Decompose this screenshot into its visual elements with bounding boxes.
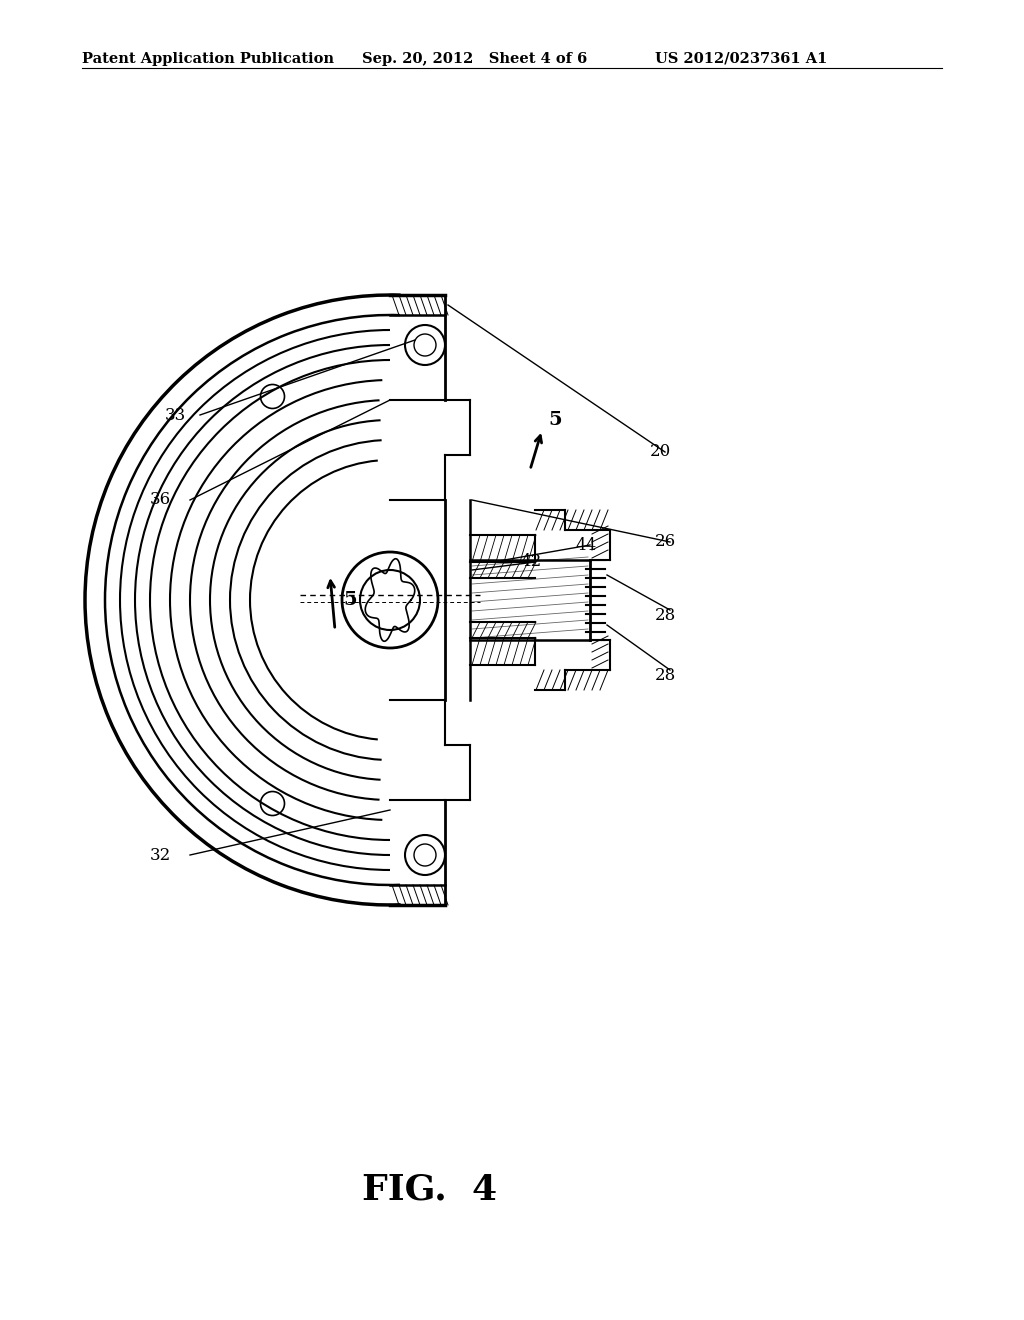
- Text: Patent Application Publication: Patent Application Publication: [82, 51, 334, 66]
- Text: 44: 44: [575, 536, 596, 553]
- Text: 28: 28: [655, 606, 676, 623]
- Text: FIG.  4: FIG. 4: [362, 1172, 498, 1206]
- Text: Sep. 20, 2012   Sheet 4 of 6: Sep. 20, 2012 Sheet 4 of 6: [362, 51, 587, 66]
- Text: 42: 42: [520, 553, 542, 570]
- Text: 28: 28: [655, 667, 676, 684]
- Text: 36: 36: [150, 491, 171, 508]
- Text: 5: 5: [343, 591, 356, 609]
- Text: 20: 20: [650, 444, 672, 461]
- Text: 33: 33: [165, 407, 186, 424]
- Text: US 2012/0237361 A1: US 2012/0237361 A1: [655, 51, 827, 66]
- Text: 32: 32: [150, 846, 171, 863]
- Text: 5: 5: [548, 411, 561, 429]
- Text: 26: 26: [655, 533, 676, 550]
